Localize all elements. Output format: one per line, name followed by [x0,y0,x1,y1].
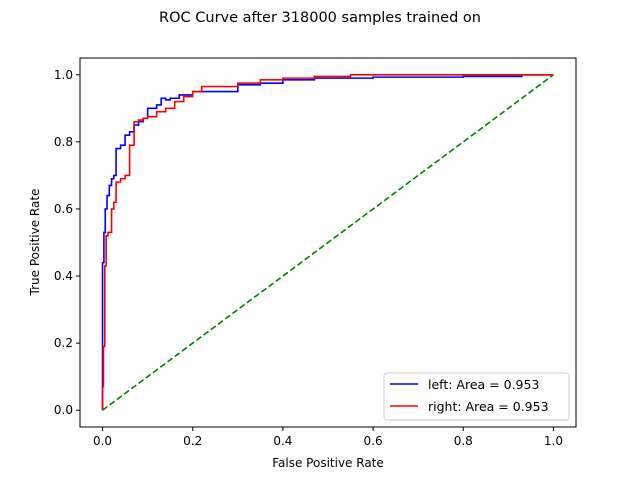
x-tick-label: 0.0 [93,434,112,448]
x-tick-label: 0.8 [454,434,473,448]
y-tick-label: 0.2 [54,336,73,350]
legend-label-left: left: Area = 0.953 [428,377,539,392]
x-tick-label: 0.4 [273,434,292,448]
y-tick-label: 0.8 [54,135,73,149]
legend-box [383,372,570,421]
y-tick-label: 1.0 [54,68,73,82]
x-tick-label: 0.2 [183,434,202,448]
series-line-right [101,73,554,411]
x-axis-ticks: 0.0 0.2 0.4 0.6 0.8 1.0 [93,427,563,448]
legend: left: Area = 0.953 right: Area = 0.953 [383,372,570,421]
plot-frame [79,57,577,428]
y-tick-label: 0.4 [54,269,73,283]
series-line-diagonal [102,74,554,411]
chart-title: ROC Curve after 318000 samples trained o… [159,10,481,26]
y-tick-label: 0.6 [54,202,73,216]
y-axis-ticks: 0.0 0.2 0.4 0.6 0.8 1.0 [54,68,80,417]
x-tick-label: 0.6 [364,434,383,448]
plot-area [101,73,554,411]
legend-label-right: right: Area = 0.953 [428,399,549,414]
x-axis-label: False Positive Rate [272,456,384,470]
y-axis-label: True Positive Rate [28,189,42,297]
x-tick-label: 1.0 [544,434,563,448]
y-tick-label: 0.0 [54,403,73,417]
